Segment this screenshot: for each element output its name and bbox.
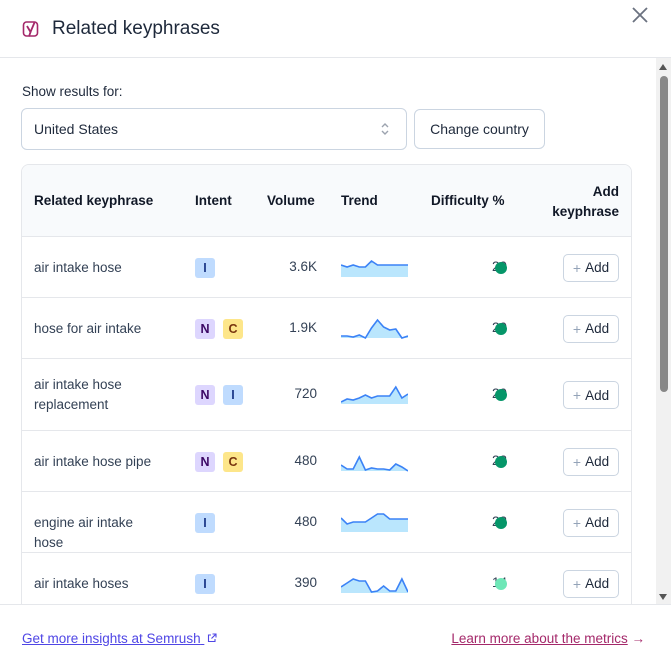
intent-badge-C: C xyxy=(223,318,243,339)
intent-badges: I xyxy=(195,512,215,533)
trend-sparkline xyxy=(341,454,408,472)
add-button-label: Add xyxy=(585,515,610,530)
keyphrase-text: engine air intake hose xyxy=(34,514,134,550)
trend-sparkline xyxy=(341,512,408,532)
table-row: hose for air intake NC 1.9K 20 + Add xyxy=(22,298,631,359)
add-button-label: Add xyxy=(585,260,610,275)
difficulty-indicator-dot xyxy=(495,322,507,335)
add-keyphrase-button[interactable]: + Add xyxy=(563,569,619,598)
keyphrase-text: air intake hose replacement xyxy=(34,377,122,412)
semrush-link-text: Get more insights at Semrush xyxy=(22,631,201,646)
close-icon[interactable] xyxy=(629,4,651,26)
country-select-value: United States xyxy=(34,121,119,137)
keyphrase-text: air intake hoses xyxy=(34,575,129,591)
add-keyphrase-button[interactable]: + Add xyxy=(563,508,619,537)
plus-icon: + xyxy=(572,453,582,470)
chevron-up-down-icon xyxy=(381,123,389,135)
trend-sparkline xyxy=(341,318,408,339)
plus-icon: + xyxy=(572,259,582,276)
intent-badges: I xyxy=(195,257,215,278)
plus-icon: + xyxy=(572,387,582,403)
col-difficulty: Difficulty % xyxy=(431,193,505,208)
col-trend: Trend xyxy=(341,193,378,208)
add-button-label: Add xyxy=(585,454,610,469)
intent-badge-I: I xyxy=(195,257,215,278)
volume-value: 3.6K xyxy=(289,258,317,274)
intent-badge-N: N xyxy=(195,385,215,405)
intent-badges: I xyxy=(195,573,215,594)
col-add-line2: keyphrase xyxy=(552,204,619,219)
volume-value: 480 xyxy=(294,513,317,529)
table-row: air intake hose replacement NI 720 20 + … xyxy=(22,359,631,431)
table-body: air intake hose I 3.6K 20 + Add hose for… xyxy=(22,237,631,604)
external-link-icon xyxy=(208,633,217,643)
table-row: air intake hose pipe NC 480 22 + Add xyxy=(22,431,631,492)
difficulty-indicator-dot xyxy=(495,389,507,401)
intent-badge-I: I xyxy=(195,573,215,594)
arrow-right-icon: → xyxy=(631,631,646,646)
change-country-button[interactable]: Change country xyxy=(414,109,545,149)
keyphrase-text: air intake hose xyxy=(34,259,122,275)
difficulty-indicator-dot xyxy=(495,577,507,590)
semrush-link[interactable]: Get more insights at Semrush xyxy=(22,631,217,646)
col-intent: Intent xyxy=(195,193,232,208)
difficulty-indicator-dot xyxy=(495,455,507,468)
intent-badge-I: I xyxy=(223,385,243,405)
add-button-label: Add xyxy=(585,576,610,591)
modal-title: Related keyphrases xyxy=(52,17,220,39)
learn-metrics-link-text: Learn more about the metrics xyxy=(451,631,628,646)
scrollbar[interactable] xyxy=(656,58,671,604)
scroll-up-arrow-icon[interactable] xyxy=(659,64,667,70)
keyphrase-text: air intake hose pipe xyxy=(34,453,152,469)
add-button-label: Add xyxy=(585,387,610,403)
trend-sparkline xyxy=(341,259,408,277)
add-keyphrase-button[interactable]: + Add xyxy=(563,447,619,476)
plus-icon: + xyxy=(572,514,582,531)
add-keyphrase-button[interactable]: + Add xyxy=(563,314,619,343)
show-results-label: Show results for: xyxy=(22,84,123,99)
col-add-line1: Add xyxy=(592,184,619,199)
volume-value: 390 xyxy=(294,574,317,590)
scroll-down-arrow-icon[interactable] xyxy=(659,594,667,600)
add-keyphrase-button[interactable]: + Add xyxy=(563,253,619,282)
intent-badge-I: I xyxy=(195,512,215,533)
add-button-label: Add xyxy=(585,321,610,336)
volume-value: 720 xyxy=(294,386,317,401)
col-keyphrase: Related keyphrase xyxy=(34,193,154,208)
table-row: engine air intake hose I 480 22 + Add xyxy=(22,492,631,553)
volume-value: 480 xyxy=(294,452,317,468)
col-volume: Volume xyxy=(267,193,315,208)
trend-sparkline xyxy=(341,385,408,404)
intent-badge-N: N xyxy=(195,451,215,472)
table-row: air intake hose I 3.6K 20 + Add xyxy=(22,237,631,298)
modal-header: Related keyphrases xyxy=(0,0,671,58)
trend-sparkline xyxy=(341,576,408,593)
plus-icon: + xyxy=(572,575,582,592)
add-keyphrase-button[interactable]: + Add xyxy=(563,381,619,409)
difficulty-indicator-dot xyxy=(495,261,507,274)
table-header: Related keyphrase Intent Volume Trend Di… xyxy=(22,165,631,237)
col-add-keyphrase: Add keyphrase xyxy=(552,182,619,222)
keyphrases-table: Related keyphrase Intent Volume Trend Di… xyxy=(21,164,632,604)
yoast-logo-icon xyxy=(22,20,39,37)
intent-badge-C: C xyxy=(223,451,243,472)
difficulty-indicator-dot xyxy=(495,516,507,529)
scroll-thumb[interactable] xyxy=(660,76,668,392)
table-row: air intake hoses I 390 14 + Add xyxy=(22,553,631,604)
intent-badge-N: N xyxy=(195,318,215,339)
modal-body: Show results for: United States Change c… xyxy=(0,58,656,604)
keyphrase-text: hose for air intake xyxy=(34,320,142,336)
volume-value: 1.9K xyxy=(289,319,317,335)
modal-footer: Get more insights at Semrush Learn more … xyxy=(0,604,671,668)
plus-icon: + xyxy=(572,320,582,337)
learn-metrics-link[interactable]: Learn more about the metrics → xyxy=(451,631,645,646)
country-select[interactable]: United States xyxy=(21,108,407,150)
